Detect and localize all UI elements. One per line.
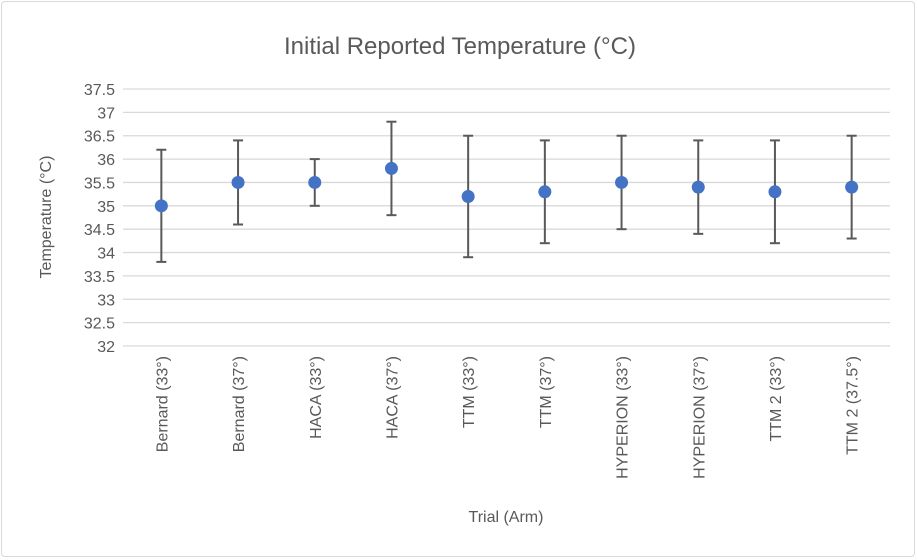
x-tick-label: TTM 2 (37.5°) bbox=[845, 356, 862, 455]
y-axis-title: Temperature (°C) bbox=[38, 156, 55, 279]
data-point bbox=[768, 185, 782, 199]
y-tick-label: 34 bbox=[97, 246, 115, 263]
data-point bbox=[691, 180, 705, 194]
x-tick-label: HYPERION (33°) bbox=[615, 356, 632, 479]
y-tick-label: 36 bbox=[97, 152, 115, 169]
data-point bbox=[154, 199, 168, 213]
y-tick-label: 32.5 bbox=[84, 316, 115, 333]
data-point bbox=[538, 185, 552, 199]
x-tick-label: HYPERION (37°) bbox=[691, 356, 708, 479]
x-tick-label: TTM 2 (33°) bbox=[768, 356, 785, 442]
x-tick-label: HACA (33°) bbox=[308, 356, 325, 439]
x-axis-title: Trial (Arm) bbox=[469, 509, 544, 526]
y-tick-label: 37.5 bbox=[84, 82, 115, 99]
x-tick-label: TTM (37°) bbox=[538, 356, 555, 428]
x-tick-label: Bernard (33°) bbox=[154, 356, 171, 452]
data-point bbox=[384, 161, 398, 175]
data-point bbox=[615, 175, 629, 189]
y-tick-label: 33 bbox=[97, 292, 115, 309]
data-point bbox=[308, 175, 322, 189]
y-tick-label: 37 bbox=[97, 105, 115, 122]
y-tick-label: 36.5 bbox=[84, 129, 115, 146]
y-tick-label: 33.5 bbox=[84, 269, 115, 286]
data-point bbox=[231, 175, 245, 189]
chart-title: Initial Reported Temperature (°C) bbox=[284, 33, 636, 60]
x-tick-label: TTM (33°) bbox=[461, 356, 478, 428]
data-point bbox=[845, 180, 859, 194]
y-tick-label: 35.5 bbox=[84, 175, 115, 192]
y-tick-label: 35 bbox=[97, 199, 115, 216]
x-tick-label: Bernard (37°) bbox=[231, 356, 248, 452]
x-tick-label: HACA (37°) bbox=[384, 356, 401, 439]
y-tick-label: 34.5 bbox=[84, 222, 115, 239]
data-point bbox=[461, 189, 475, 203]
y-tick-label: 32 bbox=[97, 339, 115, 356]
